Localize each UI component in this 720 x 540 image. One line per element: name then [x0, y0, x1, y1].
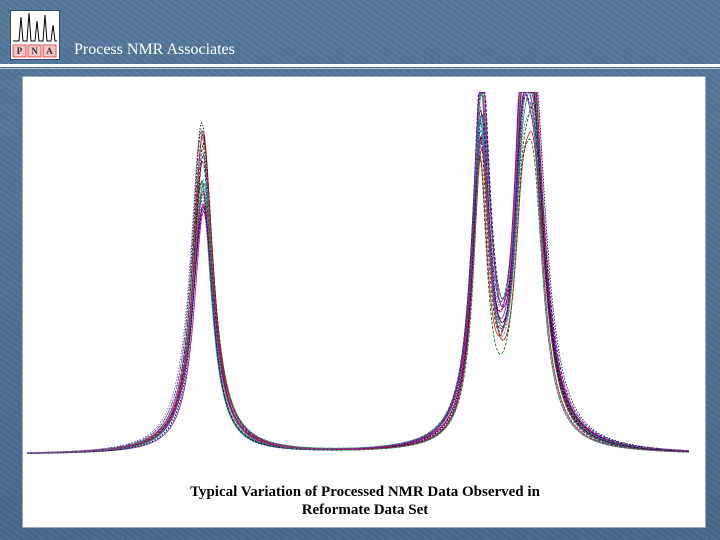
spectrum-series-24	[26, 92, 690, 454]
nmr-spectrum-chart	[26, 91, 690, 454]
spectrum-series-23	[26, 92, 690, 454]
spectrum-series-12	[26, 92, 690, 454]
spectrum-series-22	[26, 131, 690, 454]
spectrum-series-8	[26, 92, 690, 454]
chart-panel: Typical Variation of Processed NMR Data …	[22, 76, 706, 528]
caption-line-2: Reformate Data Set	[301, 502, 429, 518]
spectrum-series-5	[26, 92, 690, 454]
spectrum-series-7	[26, 92, 690, 454]
spectrum-series-15	[26, 106, 690, 454]
spectrum-series-18	[26, 92, 690, 454]
spectrum-series-1	[26, 92, 690, 454]
spectrum-series-6	[26, 92, 690, 454]
spectrum-series-4	[26, 92, 690, 454]
spectrum-series-13	[26, 92, 690, 454]
spectrum-series-17	[26, 92, 690, 454]
spectrum-series-16	[26, 92, 690, 454]
header-divider-thin	[0, 68, 720, 69]
spectrum-series-20	[26, 102, 690, 454]
spectrum-series-19	[26, 91, 690, 454]
caption-line-1: Typical Variation of Processed NMR Data …	[190, 484, 540, 500]
spectrum-series-21	[26, 92, 690, 454]
logo-letter: N	[31, 46, 38, 56]
logo-spectrum-icon	[13, 12, 57, 42]
page-title: Process NMR Associates	[74, 41, 235, 58]
spectrum-series-9	[26, 92, 690, 454]
chart-caption: Typical Variation of Processed NMR Data …	[23, 483, 707, 519]
logo-letter: P	[17, 46, 23, 56]
spectrum-series-3	[26, 92, 690, 454]
header-divider	[0, 64, 720, 67]
logo-letter: A	[46, 46, 53, 56]
spectrum-series-10	[26, 92, 690, 454]
spectrum-series-14	[26, 92, 690, 454]
spectrum-series-11	[26, 92, 690, 454]
spectrum-series-2	[26, 92, 690, 454]
